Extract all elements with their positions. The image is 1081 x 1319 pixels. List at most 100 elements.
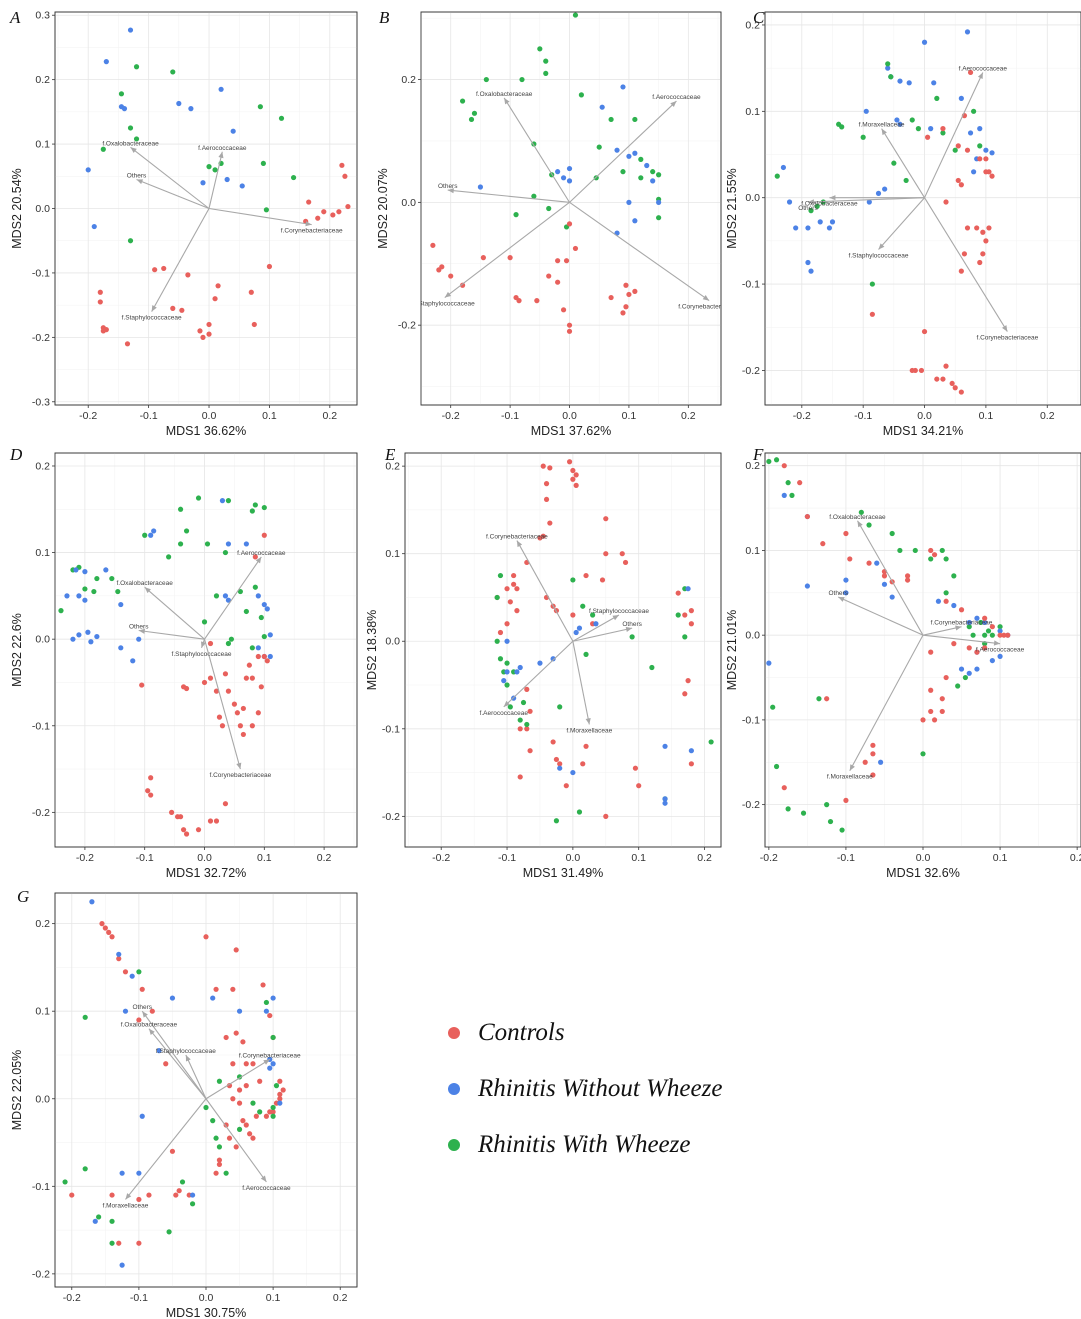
- vector-label: f.Staphylococcaceae: [415, 301, 475, 308]
- point-rww: [543, 70, 549, 77]
- vector-label: f.Staphylococcaceae: [156, 1048, 216, 1055]
- loading-vector: [138, 629, 205, 640]
- point-rww: [572, 12, 579, 18]
- point-controls: [252, 554, 258, 560]
- panel-letter: G: [17, 887, 30, 906]
- point-controls: [448, 273, 454, 279]
- point-controls: [315, 215, 321, 221]
- point-rww: [290, 174, 297, 181]
- point-rww: [166, 1229, 172, 1235]
- point-rw: [997, 653, 1003, 659]
- point-controls: [797, 480, 803, 486]
- x-tick-label: 0.1: [262, 410, 277, 422]
- point-controls: [980, 251, 986, 257]
- point-controls: [243, 1083, 249, 1089]
- point-rww: [109, 575, 115, 582]
- point-rww: [237, 588, 243, 595]
- loading-vector: [203, 639, 241, 770]
- point-rww: [62, 1179, 68, 1185]
- panel-letter: D: [10, 445, 23, 464]
- point-rw: [127, 27, 134, 33]
- y-tick-label: 0.2: [35, 460, 50, 472]
- point-rw: [566, 178, 573, 184]
- point-rww: [127, 238, 134, 244]
- point-rw: [966, 670, 972, 676]
- point-rww: [96, 1214, 102, 1220]
- point-controls: [939, 708, 945, 715]
- point-rw: [804, 583, 810, 589]
- arrow-head: [260, 1175, 267, 1182]
- point-controls: [109, 934, 115, 940]
- loading-vector: [924, 197, 1008, 332]
- point-rw: [88, 639, 94, 645]
- loading-vector: [922, 634, 1001, 645]
- point-rww: [91, 588, 97, 595]
- point-controls: [870, 772, 876, 778]
- point-controls: [527, 748, 533, 754]
- point-rw: [119, 1262, 125, 1268]
- point-rw: [780, 164, 787, 171]
- point-rw: [964, 29, 971, 35]
- arrow-head: [585, 718, 591, 725]
- point-controls: [106, 929, 112, 935]
- point-rww: [839, 124, 845, 130]
- point-controls: [583, 743, 589, 749]
- point-rww: [524, 721, 530, 728]
- point-rww: [808, 208, 814, 214]
- plot-border: [54, 11, 358, 406]
- point-rw: [210, 995, 216, 1001]
- point-controls: [980, 229, 986, 235]
- point-rw: [626, 199, 632, 205]
- arrow-head: [829, 195, 836, 201]
- point-controls: [943, 199, 949, 205]
- point-rww: [785, 806, 791, 812]
- point-controls: [270, 1109, 276, 1115]
- point-rww: [943, 556, 949, 562]
- arrow-head: [144, 587, 151, 594]
- point-rww: [177, 541, 184, 547]
- point-controls: [213, 1170, 219, 1176]
- x-tick-label: -0.2: [76, 852, 94, 864]
- point-rww: [820, 199, 826, 205]
- point-rww: [222, 549, 229, 556]
- point-rw: [866, 199, 872, 205]
- point-controls: [226, 1083, 233, 1089]
- point-controls: [247, 1131, 253, 1137]
- point-rw: [829, 219, 836, 225]
- point-controls: [148, 792, 154, 798]
- point-rw: [974, 615, 980, 621]
- point-controls: [266, 263, 273, 270]
- point-controls: [258, 684, 264, 690]
- point-rww: [273, 1083, 280, 1089]
- point-controls: [573, 472, 579, 478]
- x-tick-label: -0.1: [130, 1292, 148, 1304]
- point-rw: [504, 638, 510, 644]
- point-controls: [336, 209, 342, 215]
- point-rw: [261, 601, 267, 608]
- point-controls: [563, 783, 569, 789]
- point-rw: [997, 628, 1003, 634]
- point-rw: [885, 65, 891, 71]
- point-rww: [620, 169, 626, 175]
- point-controls: [982, 615, 988, 621]
- point-controls: [504, 621, 510, 627]
- panel-b: B -0.2 -0.1 0.0 0.1 0.2 -0.2 0.0 0.2 MDS1 37.62% M…: [365, 0, 725, 445]
- arrow-head: [263, 1059, 270, 1065]
- panel-letter: B: [379, 8, 390, 27]
- x-tick-label: 0.0: [197, 852, 212, 864]
- point-rww: [578, 92, 584, 98]
- point-controls: [213, 818, 220, 824]
- loading-vector: [205, 1058, 271, 1100]
- point-rww: [243, 608, 249, 615]
- loading-vector: [572, 627, 633, 642]
- x-tick-label: 0.2: [681, 410, 696, 422]
- panel-f: F -0.2 -0.1 0.0 0.1 0.2 -0.2 -0.1 0.0 0.1 0.2 MDS1 …: [725, 445, 1081, 885]
- panel-g: G -0.2 -0.1 0.0 0.1 0.2 -0.2 -0.1 0.0 0.1 0.2 MDS1 …: [0, 885, 360, 1319]
- point-controls: [620, 310, 626, 316]
- y-tick-label: 0.0: [401, 197, 416, 209]
- point-rw: [501, 678, 507, 684]
- loading-vector: [125, 1098, 207, 1200]
- point-rww: [546, 205, 552, 212]
- point-rw: [504, 669, 510, 675]
- point-rw: [593, 621, 599, 627]
